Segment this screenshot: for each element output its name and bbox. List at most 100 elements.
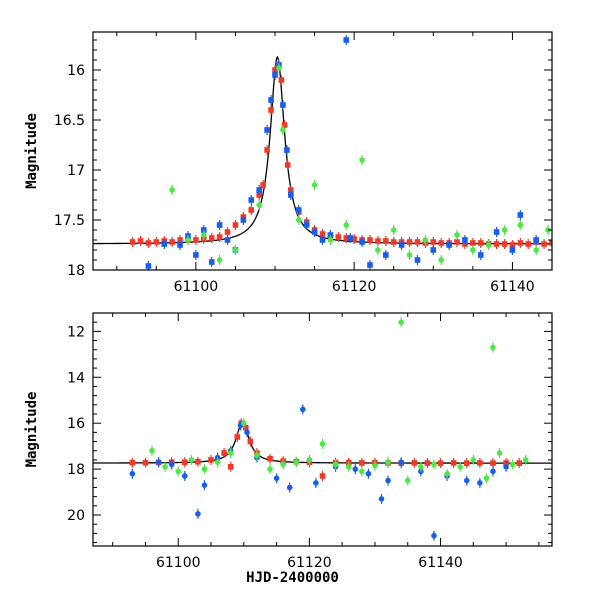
data-point-red	[145, 240, 152, 246]
data-point-green	[276, 65, 282, 71]
data-point-red	[424, 460, 431, 466]
data-point-green	[256, 202, 262, 208]
data-point-green	[533, 247, 539, 253]
data-point-blue	[313, 480, 319, 486]
data-point-blue	[300, 406, 306, 413]
data-point-green	[175, 468, 182, 475]
data-point-red	[208, 457, 214, 463]
data-point-green	[375, 247, 381, 253]
data-point-red	[430, 239, 437, 245]
data-point-green	[241, 420, 247, 426]
data-point-blue	[129, 470, 136, 477]
data-point-blue	[216, 222, 223, 228]
data-point-red	[284, 162, 291, 168]
data-point-blue	[463, 477, 470, 484]
data-point-blue	[280, 102, 286, 108]
data-point-green	[501, 227, 508, 233]
data-point-red	[501, 241, 508, 247]
plot-area	[93, 317, 552, 541]
y-tick-label: 18	[67, 462, 85, 478]
data-point-red	[142, 459, 149, 466]
data-point-blue	[284, 147, 290, 153]
data-point-green	[227, 450, 234, 456]
data-point-blue	[264, 127, 270, 133]
data-point-red	[278, 77, 285, 83]
data-point-blue	[517, 212, 524, 218]
x-tick-label: 61140	[418, 555, 463, 571]
data-point-red	[406, 239, 413, 245]
data-point-green	[162, 464, 168, 470]
data-point-red	[208, 235, 215, 241]
data-point-green	[372, 462, 378, 469]
data-point-blue	[414, 257, 421, 263]
data-point-red	[450, 460, 457, 466]
data-point-red	[541, 241, 547, 247]
top-panel: 61100 61120 61140 16 16.5 17 17.5 18 Magnitude	[24, 31, 553, 295]
data-point-red	[525, 241, 532, 247]
data-point-red	[411, 460, 418, 466]
data-point-red	[470, 240, 476, 246]
data-point-red	[463, 460, 470, 466]
data-point-green	[438, 257, 445, 263]
data-point-red	[367, 237, 373, 243]
data-point-green	[522, 457, 529, 463]
data-point-blue	[365, 470, 372, 477]
data-point-blue	[145, 263, 152, 269]
data-point-green	[169, 187, 175, 193]
data-point-green	[149, 447, 155, 454]
data-point-green	[293, 459, 300, 466]
data-point-green	[470, 457, 477, 463]
data-point-green	[188, 457, 195, 463]
data-point-blue	[224, 237, 231, 243]
x-tick-label: 61100	[156, 555, 201, 571]
data-point-green	[343, 222, 350, 228]
data-point-blue	[244, 429, 250, 436]
data-point-green	[295, 217, 302, 223]
data-point-blue	[177, 242, 183, 248]
data-point-green	[280, 461, 286, 468]
data-point-green	[431, 461, 437, 468]
data-point-red	[477, 460, 483, 466]
data-point-blue	[248, 197, 255, 203]
data-point-red	[153, 239, 160, 245]
x-tick-label: 61120	[287, 555, 332, 571]
x-tick-label: 61120	[332, 279, 377, 295]
data-point-red	[260, 182, 266, 188]
data-point-red	[193, 237, 199, 243]
data-point-blue	[503, 464, 509, 470]
data-point-blue	[398, 242, 405, 248]
data-point-blue	[378, 496, 385, 502]
data-point-red	[319, 231, 326, 237]
data-point-blue	[477, 252, 484, 258]
y-axis-title: Magnitude	[24, 392, 40, 468]
data-point-green	[490, 344, 496, 351]
data-point-green	[509, 461, 516, 468]
data-point-red	[195, 458, 201, 465]
data-point-blue	[201, 482, 208, 488]
data-point-green	[390, 227, 397, 233]
data-point-green	[406, 252, 413, 258]
data-point-blue	[311, 229, 318, 235]
data-point-red	[383, 238, 389, 244]
y-tick-label: 12	[67, 324, 85, 340]
data-point-blue	[288, 192, 294, 198]
data-point-red	[438, 240, 445, 246]
data-point-blue	[352, 466, 359, 472]
data-point-blue	[343, 37, 350, 43]
data-point-blue	[161, 241, 168, 247]
data-point-green	[418, 464, 424, 470]
data-point-green	[422, 237, 429, 243]
data-point-blue	[385, 477, 391, 484]
data-point-green	[404, 477, 411, 484]
bottom-panel: 61100 61120 61140 12 14 16 18 20 Magnitude HJD-24…	[24, 312, 553, 586]
data-point-red	[169, 239, 175, 245]
data-point-red	[234, 434, 241, 440]
data-point-blue	[398, 459, 404, 466]
model-curve	[93, 55, 552, 245]
axes-frame	[92, 31, 553, 271]
data-point-green	[306, 457, 313, 463]
data-point-green	[201, 466, 208, 472]
data-point-red	[268, 107, 274, 113]
plot-area	[93, 35, 552, 270]
